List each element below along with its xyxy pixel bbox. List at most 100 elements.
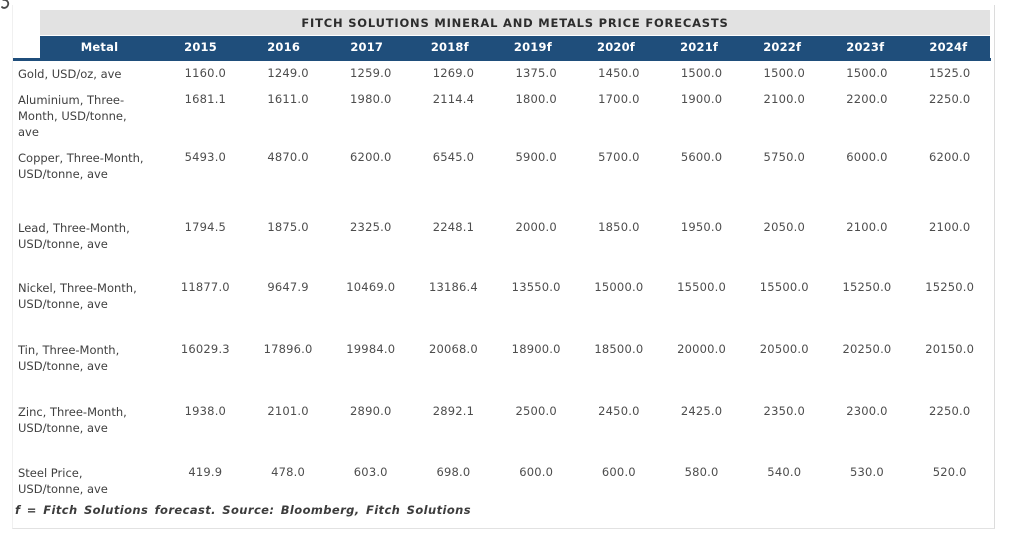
price-value-cell: 1249.0 (267, 66, 309, 80)
price-value-cell: 1875.0 (267, 220, 309, 234)
price-value-cell: 15250.0 (925, 280, 975, 294)
price-value-cell: 11877.0 (180, 280, 230, 294)
price-value-cell: 20000.0 (677, 342, 727, 356)
price-value-cell: 5600.0 (680, 150, 723, 164)
table-row: Lead, Three-Month, USD/tonne, ave 1794.5 1… (13, 215, 991, 275)
price-value-cell: 2890.0 (350, 404, 392, 418)
price-value-cell: 19984.0 (346, 342, 396, 356)
price-value-cell: 2325.0 (350, 220, 392, 234)
table-row: Gold, USD/oz, ave 1160.0 1249.0 1259.0 1269.… (13, 61, 991, 87)
price-value-cell: 419.9 (188, 465, 223, 479)
price-value-cell: 1681.1 (184, 92, 227, 106)
column-header-year: 2019f (513, 40, 552, 54)
price-value-cell: 16029.3 (180, 342, 230, 356)
price-value-cell: 20068.0 (428, 342, 478, 356)
price-value-cell: 2050.0 (763, 220, 805, 234)
price-value-cell: 2250.0 (928, 92, 971, 106)
price-value-cell: 478.0 (271, 465, 306, 479)
price-value-cell: 15500.0 (677, 280, 727, 294)
table-frame (12, 5, 995, 529)
price-value-cell: 1800.0 (515, 92, 557, 106)
column-header-year: 2018f (430, 40, 469, 54)
price-value-cell: 5700.0 (598, 150, 640, 164)
price-value-cell: 1160.0 (184, 66, 227, 80)
price-value-cell: 20150.0 (925, 342, 975, 356)
price-value-cell: 17896.0 (263, 342, 313, 356)
metal-name-cell: Zinc, Three-Month, USD/tonne, ave (18, 405, 127, 435)
price-value-cell: 15250.0 (842, 280, 892, 294)
price-value-cell: 20500.0 (759, 342, 809, 356)
price-value-cell: 2101.0 (267, 404, 309, 418)
price-value-cell: 1850.0 (598, 220, 640, 234)
price-value-cell: 2250.0 (928, 404, 971, 418)
column-header-year: 2016 (267, 40, 301, 54)
table-row: Nickel, Three-Month, USD/tonne, ave 11877… (13, 275, 991, 337)
metal-name-cell: Steel Price, USD/tonne, ave (18, 466, 108, 496)
column-header-year: 2024f (929, 40, 968, 54)
price-value-cell: 5900.0 (515, 150, 557, 164)
price-value-cell: 2000.0 (515, 220, 557, 234)
price-value-cell: 2425.0 (680, 404, 723, 418)
price-value-cell: 4870.0 (267, 150, 309, 164)
column-header-metal: Metal (80, 40, 119, 54)
price-value-cell: 20250.0 (842, 342, 892, 356)
price-value-cell: 2300.0 (846, 404, 888, 418)
price-value-cell: 2248.1 (432, 220, 475, 234)
column-header-year: 2020f (597, 40, 636, 54)
table-row: Steel Price, USD/tonne, ave 419.9 478.0 603… (13, 460, 991, 512)
price-value-cell: 1375.0 (515, 66, 557, 80)
table-title: FITCH SOLUTIONS MINERAL AND METALS PRICE… (40, 10, 990, 35)
price-value-cell: 15000.0 (594, 280, 644, 294)
price-value-cell: 530.0 (850, 465, 884, 479)
price-value-cell: 1269.0 (432, 66, 475, 80)
table-header-row: Metal 2015 2016 2017 2018f 2019f 2020f 2021f 20… (40, 36, 990, 58)
price-value-cell: 1259.0 (350, 66, 392, 80)
price-value-cell: 580.0 (684, 465, 719, 479)
price-value-cell: 10469.0 (346, 280, 396, 294)
price-value-cell: 1611.0 (267, 92, 309, 106)
price-value-cell: 603.0 (353, 465, 388, 479)
price-value-cell: 1794.5 (184, 220, 227, 234)
column-header-year: 2022f (763, 40, 802, 54)
price-value-cell: 2450.0 (598, 404, 640, 418)
price-value-cell: 2100.0 (928, 220, 971, 234)
price-value-cell: 1500.0 (680, 66, 723, 80)
crop-artifact (1, 0, 10, 9)
price-value-cell: 600.0 (601, 465, 636, 479)
price-value-cell: 520.0 (932, 465, 967, 479)
price-value-cell: 1980.0 (350, 92, 392, 106)
price-value-cell: 2892.1 (432, 404, 475, 418)
metal-name-cell: Lead, Three-Month, USD/tonne, ave (18, 221, 130, 251)
table-title-text: FITCH SOLUTIONS MINERAL AND METALS PRICE… (301, 15, 729, 30)
price-value-cell: 6000.0 (846, 150, 888, 164)
table-body: Gold, USD/oz, ave 1160.0 1249.0 1259.0 1269.… (13, 58, 991, 512)
price-value-cell: 1950.0 (680, 220, 723, 234)
price-value-cell: 1900.0 (680, 92, 723, 106)
price-value-cell: 2100.0 (763, 92, 805, 106)
price-value-cell: 1500.0 (846, 66, 888, 80)
price-value-cell: 5750.0 (763, 150, 805, 164)
price-value-cell: 6200.0 (350, 150, 392, 164)
price-value-cell: 698.0 (436, 465, 471, 479)
price-value-cell: 18900.0 (511, 342, 561, 356)
table-row: Aluminium, Three-Month, USD/tonne, ave 16… (13, 87, 991, 145)
table-row: Copper, Three-Month, USD/tonne, ave 5493.… (13, 145, 991, 215)
column-header-year: 2017 (350, 40, 384, 54)
price-value-cell: 1938.0 (184, 404, 227, 418)
table-row: Zinc, Three-Month, USD/tonne, ave 1938.0 2… (13, 399, 991, 460)
price-value-cell: 5493.0 (184, 150, 227, 164)
metal-name-cell: Nickel, Three-Month, USD/tonne, ave (18, 281, 137, 311)
price-value-cell: 1500.0 (763, 66, 805, 80)
metal-name-cell: Gold, USD/oz, ave (18, 67, 122, 81)
price-value-cell: 2100.0 (846, 220, 888, 234)
price-value-cell: 13186.4 (428, 280, 478, 294)
price-value-cell: 13550.0 (511, 280, 561, 294)
price-value-cell: 600.0 (519, 465, 554, 479)
price-value-cell: 15500.0 (759, 280, 809, 294)
column-header-year: 2023f (846, 40, 885, 54)
price-value-cell: 9647.9 (267, 280, 309, 294)
price-value-cell: 540.0 (767, 465, 802, 479)
price-value-cell: 1525.0 (928, 66, 971, 80)
price-value-cell: 2200.0 (846, 92, 888, 106)
price-value-cell: 2500.0 (515, 404, 557, 418)
